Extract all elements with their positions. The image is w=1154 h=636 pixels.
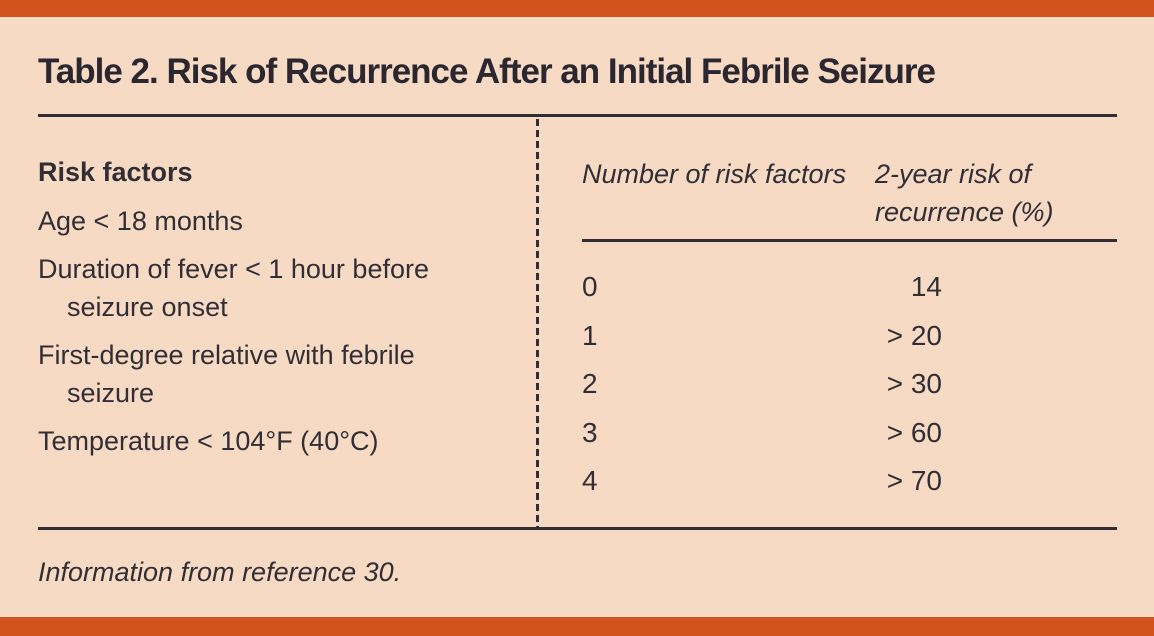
risk-factor-item-relative: First-degree relative with febrile seizu… <box>38 340 415 408</box>
risk-factor-item-fever-duration: Duration of fever < 1 hour before seizur… <box>38 254 429 322</box>
cell-factors-count: 1 <box>582 319 598 351</box>
cell-factors-count: 2 <box>582 368 598 399</box>
risk-factors-header: Risk factors <box>38 157 193 187</box>
cell-recurrence-risk: > 20 <box>886 319 942 351</box>
cell-recurrence-risk: > 30 <box>886 368 942 399</box>
dashed-column-divider <box>536 119 539 527</box>
title-divider-rule <box>38 114 1117 117</box>
risk-factor-item-temperature: Temperature < 104°F (40°C) <box>38 426 379 456</box>
top-accent-bar <box>0 0 1154 17</box>
table-row: 1 > 20 <box>582 317 1117 355</box>
table-row: 0 14 <box>582 268 1117 306</box>
table-row: 3 > 60 <box>582 414 1117 452</box>
recurrence-table-body: 0 14 1 > 20 2 > 30 3 > 60 4 > 70 <box>582 268 1117 511</box>
cell-recurrence-risk: > 60 <box>886 416 942 448</box>
table-title: Table 2. Risk of Recurrence After an Ini… <box>38 52 936 91</box>
table-row: 2 > 30 <box>582 365 1117 403</box>
table-row: 4 > 70 <box>582 462 1117 500</box>
column-header-2-year-risk: 2-year risk of recurrence (%) <box>875 159 1054 227</box>
cell-recurrence-risk: > 70 <box>886 465 942 496</box>
bottom-accent-bar <box>0 617 1154 636</box>
column-header-number-of-risk-factors: Number of risk factors <box>582 159 847 189</box>
footnote: Information from reference 30. <box>38 557 402 587</box>
header-underline-rule <box>582 239 1117 242</box>
recurrence-table-headers: Number of risk factors 2-year risk of re… <box>582 155 1117 231</box>
risk-factor-item-age: Age < 18 months <box>38 206 243 236</box>
cell-factors-count: 3 <box>582 416 598 448</box>
risk-factors-column: Risk factors Age < 18 months Duration of… <box>38 153 503 470</box>
cell-factors-count: 0 <box>582 271 598 302</box>
bottom-divider-rule <box>38 527 1117 530</box>
cell-recurrence-risk: 14 <box>910 271 942 302</box>
cell-factors-count: 4 <box>582 465 598 496</box>
